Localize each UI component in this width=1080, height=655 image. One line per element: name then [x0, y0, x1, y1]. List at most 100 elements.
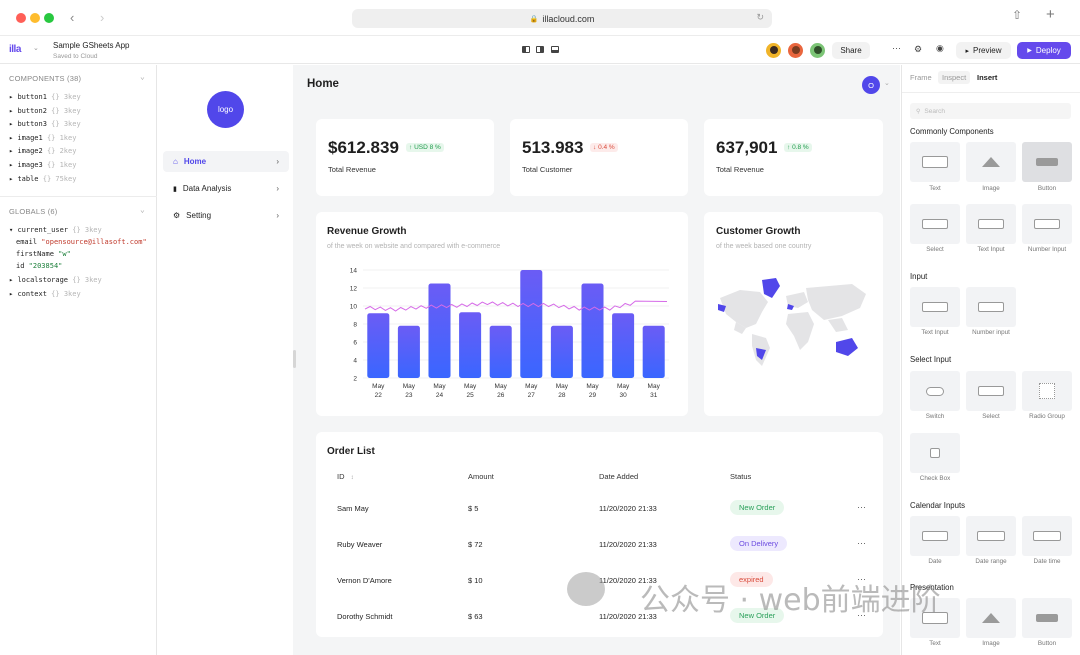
collaborator-avatar[interactable]: [765, 42, 782, 59]
component-radio-group[interactable]: [1022, 371, 1072, 411]
table-row[interactable]: Sam May $ 5 11/20/2020 21:33 New Order ·…: [316, 490, 883, 526]
collaborator-avatar[interactable]: [809, 42, 826, 59]
row-menu-icon[interactable]: ···: [857, 574, 866, 584]
address-bar[interactable]: 🔒 illacloud.com ↻: [352, 9, 772, 28]
tree-item[interactable]: ▸ image3 {} 1key: [9, 160, 77, 169]
tree-item[interactable]: ▸ image1 {} 1key: [9, 133, 77, 142]
reload-icon[interactable]: ↻: [756, 12, 764, 22]
x-tick-label: May: [648, 383, 661, 390]
share-page-icon[interactable]: ⇧: [1012, 8, 1023, 22]
lock-icon: 🔒: [529, 15, 539, 23]
collapse-components-icon[interactable]: ⌄: [140, 72, 145, 81]
deploy-button[interactable]: ▶ Deploy: [1017, 42, 1071, 59]
component-text-input[interactable]: [966, 204, 1016, 244]
component-select[interactable]: [966, 371, 1016, 411]
search-input[interactable]: ⚲ Search: [910, 103, 1071, 119]
left-panel-toggle-icon[interactable]: [522, 46, 530, 53]
x-tick-label: 30: [619, 392, 627, 399]
component-text[interactable]: [910, 598, 960, 638]
close-window-button[interactable]: [16, 13, 26, 23]
collaborator-avatar[interactable]: [787, 42, 804, 59]
x-tick-label: May: [372, 383, 385, 390]
table-row[interactable]: Ruby Weaver $ 72 11/20/2020 21:33 On Del…: [316, 526, 883, 562]
tab-frame[interactable]: Frame: [910, 73, 932, 82]
illa-logo-icon[interactable]: illa: [9, 44, 21, 55]
tree-item[interactable]: ▸ context {} 3key: [9, 290, 81, 298]
resize-handle[interactable]: [293, 350, 296, 368]
user-avatar[interactable]: O: [862, 76, 880, 94]
share-button[interactable]: Share: [832, 42, 870, 59]
component-text[interactable]: [910, 142, 960, 182]
right-panel-toggle-icon[interactable]: [536, 46, 544, 53]
y-tick-label: 6: [353, 340, 357, 347]
new-tab-icon[interactable]: +: [1046, 6, 1055, 23]
debug-icon[interactable]: ⚙: [914, 44, 923, 54]
app-name[interactable]: Sample GSheets App: [53, 41, 130, 50]
tree-item[interactable]: ▸ localstorage {} 3key: [9, 276, 102, 284]
tree-item[interactable]: ▸ button3 {} 3key: [9, 120, 81, 129]
tree-item[interactable]: ▸ table {} 75key: [9, 174, 77, 183]
section-title: Commonly Components: [910, 127, 994, 136]
sort-icon[interactable]: ↕: [350, 475, 354, 481]
card-subtitle: of the week on website and compared with…: [327, 243, 501, 250]
chevron-right-icon: ›: [276, 184, 279, 193]
avatar-dropdown-icon[interactable]: ⌄: [884, 80, 890, 87]
nav-item-setting[interactable]: ⚙ Setting ›: [173, 211, 279, 220]
cell-date: 11/20/2020 21:33: [599, 576, 657, 585]
tab-insert[interactable]: Insert: [977, 73, 998, 82]
bottom-panel-toggle-icon[interactable]: [551, 46, 559, 53]
table-row[interactable]: Vernon D'Amore $ 10 11/20/2020 21:33 exp…: [316, 562, 883, 598]
theme-icon[interactable]: ◉: [936, 43, 944, 53]
col-header-date[interactable]: Date Added: [599, 472, 639, 481]
y-tick-label: 10: [350, 304, 358, 311]
col-header-amount[interactable]: Amount: [468, 472, 494, 481]
more-icon[interactable]: ···: [892, 43, 901, 53]
component-date-time[interactable]: [1022, 516, 1072, 556]
tree-item[interactable]: ▸ image2 {} 2key: [9, 147, 77, 156]
component-number-input[interactable]: [1022, 204, 1072, 244]
collapse-globals-icon[interactable]: ⌄: [140, 205, 145, 214]
component-select[interactable]: [910, 204, 960, 244]
status-badge: New Order: [730, 500, 785, 515]
col-header-status[interactable]: Status: [730, 472, 752, 481]
trend-line: [364, 300, 668, 312]
logo-dropdown-icon[interactable]: ⌄: [33, 45, 39, 52]
home-icon: ⌂: [173, 157, 178, 166]
image-component-icon: [982, 157, 1000, 167]
component-check-box[interactable]: [910, 433, 960, 473]
component-switch[interactable]: [910, 371, 960, 411]
col-header-id[interactable]: ID ↕: [337, 472, 354, 481]
row-menu-icon[interactable]: ···: [857, 610, 866, 620]
minimize-window-button[interactable]: [30, 13, 40, 23]
tree-item[interactable]: ▸ button1 {} 3key: [9, 93, 81, 101]
tile-label: Switch: [925, 413, 945, 420]
section-title: Input: [910, 272, 928, 281]
tab-inspect[interactable]: Inspect: [938, 71, 971, 84]
row-menu-icon[interactable]: ···: [857, 502, 866, 512]
component-date[interactable]: [910, 516, 960, 556]
row-menu-icon[interactable]: ···: [857, 538, 866, 548]
preview-button[interactable]: ▸ Preview: [956, 42, 1011, 59]
tree-item-current-user[interactable]: ▾ current_user {} 3key: [9, 226, 102, 234]
component-date-range[interactable]: [966, 516, 1016, 556]
component-text-input[interactable]: [910, 287, 960, 327]
card-title: Revenue Growth: [327, 226, 407, 237]
forward-icon[interactable]: ›: [100, 10, 105, 25]
globals-section-title[interactable]: GLOBALS (6): [9, 207, 58, 216]
x-tick-label: 27: [528, 392, 536, 399]
maximize-window-button[interactable]: [44, 13, 54, 23]
component-image[interactable]: [966, 142, 1016, 182]
nav-item-home[interactable]: ⌂ Home ›: [163, 151, 289, 172]
tree-item[interactable]: ▸ button2 {} 3key: [9, 106, 81, 115]
components-section-title[interactable]: COMPONENTS (38): [9, 74, 82, 83]
component-button[interactable]: [1022, 142, 1072, 182]
tile-label: Text: [929, 185, 941, 192]
component-button[interactable]: [1022, 598, 1072, 638]
nav-item-data-analysis[interactable]: ▮ Data Analysis ›: [173, 184, 279, 193]
cell-name: Ruby Weaver: [337, 540, 383, 549]
component-image[interactable]: [966, 598, 1016, 638]
component-number-input[interactable]: [966, 287, 1016, 327]
app-logo[interactable]: logo: [207, 91, 244, 128]
table-row[interactable]: Dorothy Schmidt $ 63 11/20/2020 21:33 Ne…: [316, 598, 883, 634]
back-icon[interactable]: ‹: [70, 10, 75, 25]
